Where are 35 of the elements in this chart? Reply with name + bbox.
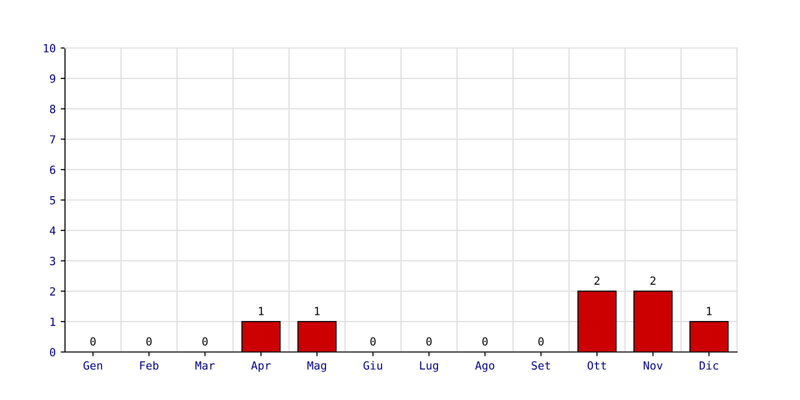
y-tick-label: 3 xyxy=(50,256,56,266)
data-label: 0 xyxy=(202,337,208,346)
data-label: 1 xyxy=(706,307,712,316)
data-label: 0 xyxy=(90,337,96,346)
x-tick-label: Mag xyxy=(307,361,326,372)
data-label: 1 xyxy=(314,307,320,316)
data-label: 2 xyxy=(650,276,656,285)
y-tick-label: 6 xyxy=(50,166,56,174)
data-label: 1 xyxy=(258,307,264,316)
x-tick-label: Lug xyxy=(420,361,438,372)
y-tick-label: 7 xyxy=(50,135,56,144)
y-tick-label: 9 xyxy=(50,74,56,83)
x-tick-label: Mar xyxy=(195,361,215,370)
y-tick-label: 5 xyxy=(50,196,56,204)
x-tick-label: Feb xyxy=(140,361,158,370)
x-tick-label: Apr xyxy=(251,361,271,372)
x-tick-label: Ott xyxy=(588,361,606,370)
data-label: 0 xyxy=(426,337,432,346)
data-label: 0 xyxy=(538,337,544,346)
data-label: 2 xyxy=(594,276,600,285)
x-tick-label: Set xyxy=(532,361,550,370)
x-tick-label: Dic xyxy=(700,361,718,370)
x-tick-label: Gen xyxy=(84,361,102,370)
x-tick-label: Nov xyxy=(644,361,662,370)
x-tick-label: Giu xyxy=(364,361,382,370)
y-tick-label: 10 xyxy=(44,44,56,52)
y-tick-label: 8 xyxy=(50,104,56,114)
data-label: 0 xyxy=(482,337,488,346)
data-label: 0 xyxy=(370,337,376,346)
y-tick-label: 2 xyxy=(50,287,56,296)
data-label: 0 xyxy=(146,337,152,346)
y-tick-label: 0 xyxy=(50,348,56,356)
y-tick-label: 1 xyxy=(50,318,56,326)
y-tick-label: 4 xyxy=(50,226,56,235)
x-tick-label: Ago xyxy=(475,361,494,372)
